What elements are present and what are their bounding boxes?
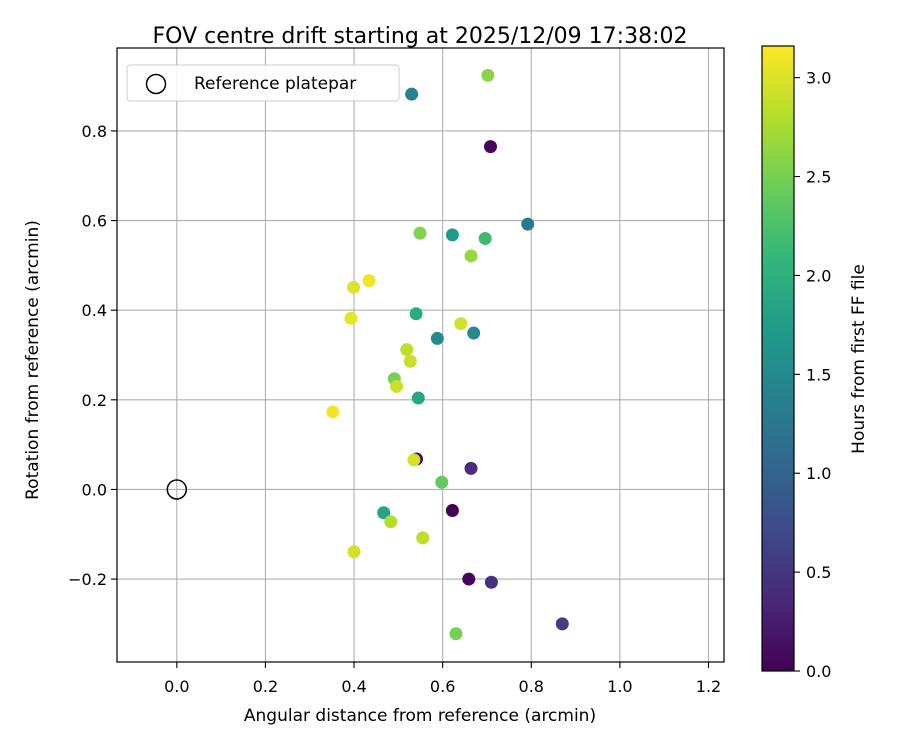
y-tick-label: 0.4: [82, 301, 107, 320]
data-point: [405, 87, 419, 101]
x-tick-label: 1.0: [607, 677, 632, 696]
colorbar-tick-label: 2.5: [806, 168, 831, 187]
x-axis-label: Angular distance from reference (arcmin): [244, 706, 596, 726]
x-tick-label: 0.2: [253, 677, 278, 696]
colorbar: 0.0 0.5 1.0 1.5 2.0 2.5 3.0 Hours from first F…: [761, 45, 869, 681]
colorbar-tick-label: 2.0: [806, 266, 831, 285]
reference-platepar-marker: [166, 479, 188, 500]
chart-title: FOV centre drift starting at 2025/12/09 …: [153, 24, 688, 49]
data-point: [445, 504, 459, 518]
data-point: [454, 317, 468, 331]
data-point: [484, 140, 498, 154]
data-points: [326, 68, 569, 641]
x-tick-label: 0.8: [519, 677, 544, 696]
data-point: [413, 226, 427, 240]
y-tick-label: 0.2: [82, 391, 107, 410]
y-tick-label: 0.8: [82, 122, 107, 141]
y-tick-label: 0.0: [82, 480, 107, 499]
data-point: [411, 391, 425, 405]
data-point: [377, 506, 391, 520]
y-axis-label: Rotation from reference (arcmin): [23, 220, 43, 500]
data-point: [481, 68, 495, 82]
data-point: [467, 326, 481, 340]
data-point: [445, 228, 459, 242]
data-point: [390, 379, 404, 393]
x-tick-label: 0.6: [430, 677, 455, 696]
data-point: [407, 453, 421, 467]
colorbar-tick-label: 1.0: [806, 464, 831, 483]
data-point: [403, 354, 417, 368]
legend-box: [126, 64, 400, 102]
colorbar-ticks: 0.0 0.5 1.0 1.5 2.0 2.5 3.0: [794, 69, 831, 681]
data-point: [521, 217, 535, 231]
data-point: [416, 531, 430, 545]
data-point: [430, 331, 444, 345]
x-tick-label: 0.0: [164, 677, 189, 696]
x-tick-label: 1.2: [696, 677, 721, 696]
data-point: [400, 343, 414, 357]
colorbar-tick-label: 0.5: [806, 563, 831, 582]
legend-label-reference: Reference platepar: [194, 74, 356, 94]
colorbar-tick-label: 3.0: [806, 69, 831, 88]
colorbar-gradient: [761, 45, 795, 672]
data-point: [478, 231, 492, 245]
colorbar-label: Hours from first FF file: [849, 264, 869, 454]
y-tick-label: −0.2: [68, 570, 107, 589]
data-point: [462, 572, 476, 586]
data-point: [464, 461, 478, 475]
x-axis-ticks: 0.0 0.2 0.4 0.6 0.8 1.0 1.2: [164, 662, 721, 696]
data-point: [409, 307, 423, 321]
data-point: [449, 627, 463, 641]
data-point: [362, 274, 376, 288]
data-point: [464, 249, 478, 263]
y-axis-ticks: −0.2 0.0 0.2 0.4 0.6 0.8: [68, 122, 117, 589]
legend-marker-reference: [145, 73, 167, 95]
data-point: [347, 545, 361, 559]
legend: Reference platepar: [126, 64, 400, 102]
data-point: [326, 405, 340, 419]
x-tick-label: 0.4: [341, 677, 366, 696]
data-point: [435, 475, 449, 489]
data-point: [384, 515, 398, 529]
reference-layer: [166, 479, 188, 500]
data-point: [484, 575, 498, 589]
data-point: [555, 617, 569, 631]
grid: [117, 48, 724, 662]
data-point: [347, 280, 361, 294]
colorbar-tick-label: 1.5: [806, 365, 831, 384]
data-point: [344, 311, 358, 325]
y-tick-label: 0.6: [82, 212, 107, 231]
plot-frame: [116, 47, 725, 663]
colorbar-tick-label: 0.0: [806, 662, 831, 681]
